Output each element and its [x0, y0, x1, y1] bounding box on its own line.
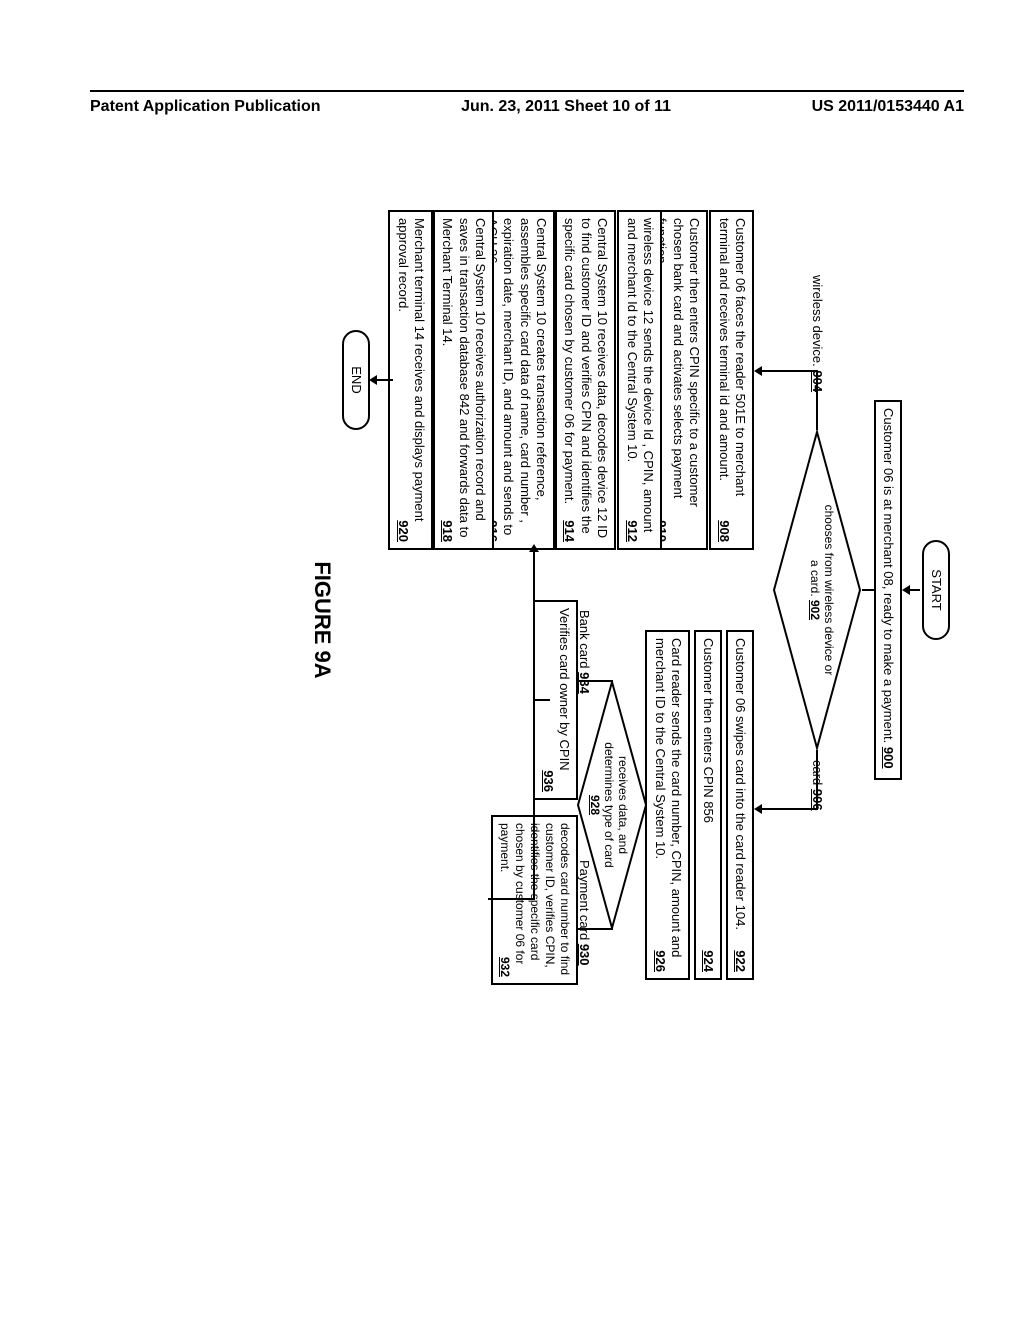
- line: [578, 928, 613, 930]
- node-918: Central System 10 receives authorization…: [433, 210, 494, 550]
- header-left: Patent Application Publication: [90, 98, 321, 116]
- branch-paymentcard: Payment card 930: [577, 860, 592, 966]
- line: [533, 738, 535, 898]
- node-900: Customer 06 is at merchant 08, ready to …: [874, 400, 902, 780]
- line: [578, 680, 613, 682]
- flowchart-diagram: START Customer 06 is at merchant 08, rea…: [0, 190, 920, 990]
- line: [816, 370, 818, 430]
- end-node: END: [342, 330, 370, 430]
- figure-label: FIGURE 9A: [309, 540, 335, 700]
- line: [816, 750, 818, 810]
- line: [760, 808, 818, 810]
- node-908: Customer 06 faces the reader 501E to mer…: [710, 210, 755, 550]
- node-924: Customer then enters CPIN 856 924: [694, 630, 722, 980]
- node-926: Card reader sends the card number, CPIN,…: [646, 630, 691, 980]
- node-922: Customer 06 swipes card into the card re…: [726, 630, 754, 980]
- line: [488, 898, 490, 900]
- header-right: US 2011/0153440 A1: [812, 98, 964, 116]
- end-label: END: [349, 366, 364, 393]
- arrowhead-icon: [754, 804, 762, 814]
- line: [490, 898, 535, 900]
- line: [760, 370, 818, 372]
- node-900-text: Customer 06 is at merchant 08, ready to …: [881, 408, 896, 743]
- arrowhead-icon: [754, 366, 762, 376]
- arrowhead-icon: [529, 544, 539, 552]
- decision-928-text: receives data, and determines type of ca…: [602, 742, 630, 867]
- decision-902-ref: 902: [808, 600, 822, 620]
- arrowhead-icon: [369, 375, 377, 385]
- decision-902: chooses from wireless device or a card. …: [772, 430, 862, 750]
- node-914: Central System 10 receives data, decodes…: [555, 210, 616, 550]
- start-node: START: [922, 540, 950, 640]
- header-center: Jun. 23, 2011 Sheet 10 of 11: [461, 98, 671, 116]
- arrow: [862, 589, 876, 591]
- start-label: START: [929, 569, 944, 610]
- line: [533, 699, 550, 701]
- arrowhead-icon: [902, 585, 910, 595]
- line: [375, 379, 393, 381]
- node-912: wireless device 12 sends the device Id ,…: [618, 210, 663, 550]
- node-920: Merchant terminal 14 receives and displa…: [389, 210, 434, 550]
- page-header: Patent Application Publication Jun. 23, …: [90, 90, 964, 116]
- decision-902-text: chooses from wireless device or a card.: [808, 505, 836, 676]
- node-900-ref: 900: [881, 747, 896, 769]
